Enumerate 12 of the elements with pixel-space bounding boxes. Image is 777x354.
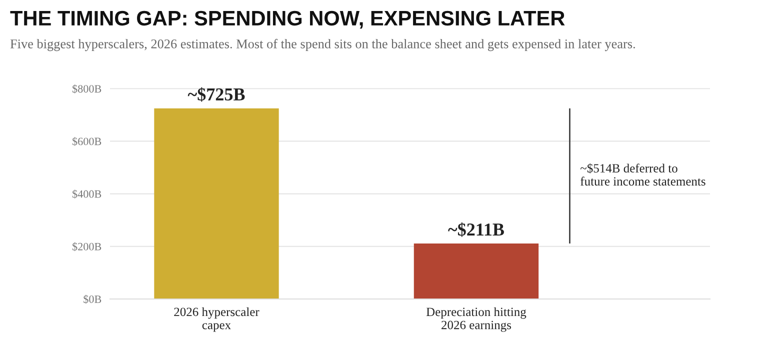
- y-tick-label: $0B: [84, 294, 102, 304]
- y-tick-label: $200B: [72, 242, 102, 252]
- x-tick-label: 2026 hyperscaler capex: [174, 307, 260, 332]
- data-label: ~$725B: [188, 87, 245, 102]
- chart-subtitle: Five biggest hyperscalers, 2026 estimates. Most of the spend sits on the balance sheet and gets expensed in later years.: [10, 38, 635, 52]
- chart-title: THE TIMING GAP: SPENDING NOW, EXPENSING LATER: [10, 10, 565, 29]
- annotation: ~$514B deferred to future income statements: [580, 163, 706, 186]
- y-tick-label: $600B: [72, 137, 102, 146]
- data-label: ~$211B: [448, 222, 504, 237]
- y-tick-label: $800B: [72, 84, 102, 94]
- y-tick-label: $400B: [72, 190, 102, 199]
- x-tick-label: Depreciation hitting 2026 earnings: [426, 307, 526, 332]
